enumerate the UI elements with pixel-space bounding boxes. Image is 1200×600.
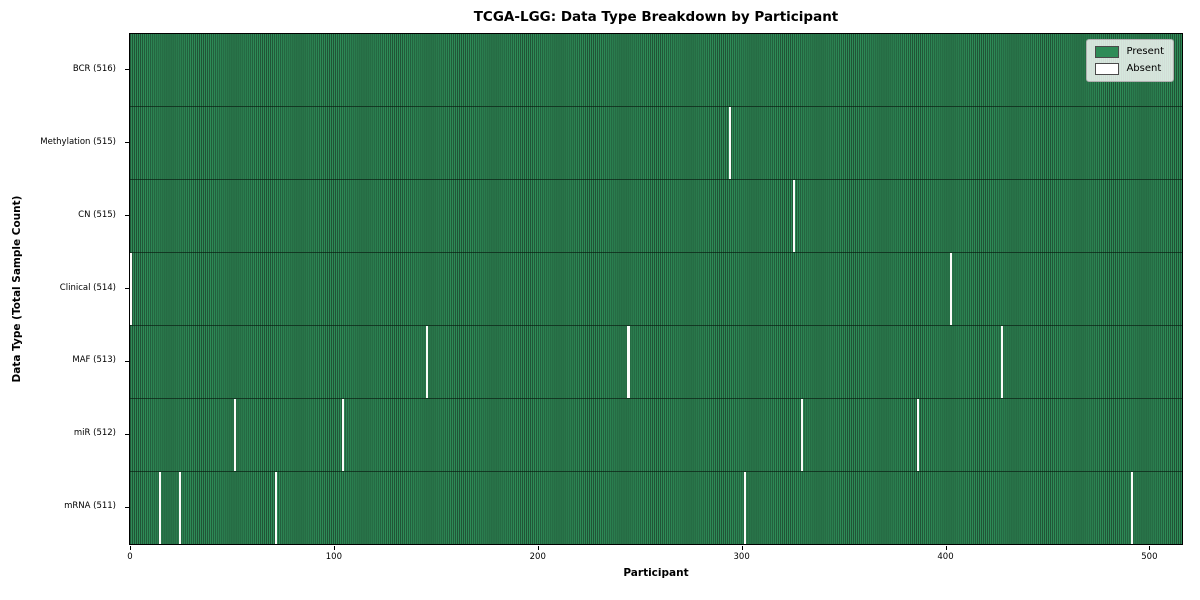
heatmap-row-clinical	[130, 253, 1182, 326]
legend-label-present: Present	[1126, 46, 1164, 57]
xtick-label: 200	[529, 552, 546, 562]
absent-marker	[729, 107, 732, 179]
heatmap-row-methylation	[130, 107, 1182, 180]
absent-marker	[342, 399, 345, 471]
absent-marker	[158, 472, 161, 544]
ytick-mark	[125, 433, 129, 435]
absent-marker	[1000, 326, 1003, 398]
present-swatch-icon	[1095, 46, 1120, 58]
ytick-label: mRNA (511)	[64, 501, 116, 512]
ytick-label: CN (515)	[78, 209, 116, 220]
heatmap-row-maf	[130, 326, 1182, 399]
xtick-label: 500	[1141, 552, 1158, 562]
ytick-label: miR (512)	[73, 428, 116, 439]
ytick-mark	[125, 288, 129, 289]
absent-marker	[800, 399, 803, 471]
xtick-mark	[537, 546, 539, 550]
heatmap-row-cn	[130, 180, 1182, 253]
heatmap-row-bcr	[130, 34, 1182, 107]
xtick-label: 300	[733, 552, 750, 562]
plot-area: Present Absent	[129, 33, 1183, 545]
ytick-label: MAF (513)	[72, 355, 116, 366]
absent-marker	[178, 472, 182, 544]
legend-item-absent: Absent	[1095, 63, 1164, 75]
absent-marker	[130, 253, 133, 325]
ytick-label: Clinical (514)	[59, 282, 116, 293]
absent-marker	[916, 399, 920, 471]
heatmap-row-mir	[130, 399, 1182, 472]
ytick-mark	[125, 69, 129, 71]
absent-marker	[233, 399, 237, 471]
absent-marker	[949, 253, 952, 325]
absent-marker	[274, 472, 277, 544]
xtick-mark	[945, 546, 947, 550]
xtick-mark	[1149, 546, 1151, 550]
ytick-label: BCR (516)	[72, 63, 116, 74]
absent-swatch-icon	[1095, 63, 1120, 75]
ytick-mark	[125, 142, 129, 144]
absent-marker	[627, 326, 630, 398]
ytick-mark	[125, 215, 129, 217]
xtick-label: 0	[127, 552, 133, 562]
absent-marker	[1131, 472, 1134, 544]
chart-title: TCGA-LGG: Data Type Breakdown by Partici…	[473, 9, 839, 25]
legend-item-present: Present	[1095, 46, 1164, 58]
ytick-mark	[125, 360, 129, 362]
xtick-mark	[741, 546, 743, 550]
absent-marker	[743, 472, 746, 544]
ytick-mark	[125, 506, 129, 508]
xtick-mark	[333, 546, 335, 550]
legend-label-absent: Absent	[1126, 63, 1162, 74]
heatmap-row-mrna	[130, 472, 1182, 544]
x-axis-label: Participant	[623, 567, 689, 579]
xtick-label: 100	[325, 552, 342, 562]
absent-marker	[425, 326, 428, 398]
xtick-mark	[130, 546, 131, 550]
absent-marker	[792, 180, 795, 252]
ytick-label: Methylation (515)	[40, 136, 116, 147]
xtick-label: 400	[937, 552, 954, 562]
legend: Present Absent	[1086, 39, 1174, 82]
